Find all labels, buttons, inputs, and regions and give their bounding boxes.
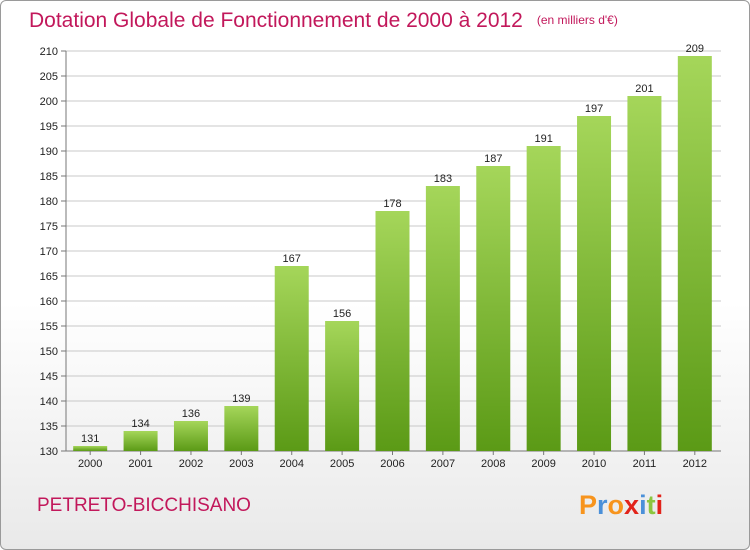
x-tick-label: 2006: [380, 458, 404, 470]
chart-title: Dotation Globale de Fonctionnement de 20…: [29, 9, 618, 33]
y-tick-label: 205: [40, 71, 58, 83]
y-tick-label: 170: [40, 246, 58, 258]
chart-title-text: Dotation Globale de Fonctionnement de 20…: [29, 9, 523, 32]
logo-letter: i: [639, 490, 647, 520]
y-tick-label: 200: [40, 96, 58, 108]
y-tick-label: 150: [40, 346, 58, 358]
bar-value-label: 187: [484, 153, 502, 165]
y-tick-label: 145: [40, 371, 58, 383]
bar: [375, 211, 410, 451]
x-tick-label: 2009: [531, 458, 555, 470]
bars: [73, 56, 712, 451]
proxiti-logo: Proxiti: [579, 490, 663, 521]
bar-value-label: 209: [686, 43, 704, 55]
commune-name: PETRETO-BICCHISANO: [37, 495, 251, 516]
x-tick-label: 2012: [683, 458, 707, 470]
bar-value-label: 136: [182, 408, 200, 420]
bar-value-label: 197: [585, 103, 603, 115]
x-tick-label: 2007: [431, 458, 455, 470]
bar-value-label: 167: [283, 253, 301, 265]
y-tick-label: 135: [40, 421, 58, 433]
bar: [526, 146, 561, 451]
y-tick-label: 195: [40, 121, 58, 133]
y-tick-label: 190: [40, 146, 58, 158]
x-tick-label: 2003: [229, 458, 253, 470]
labels: 2000 131 2001 134 2002 136 2003 139 2004 167 2005 1…: [78, 43, 707, 470]
y-tick-label: 155: [40, 321, 58, 333]
bar-value-label: 183: [434, 173, 452, 185]
logo-letter: x: [624, 490, 640, 520]
bar: [425, 186, 460, 451]
bar: [173, 421, 208, 451]
bar-value-label: 178: [383, 198, 401, 210]
bar-value-label: 131: [81, 433, 99, 445]
x-tick-label: 2011: [633, 458, 657, 470]
logo-letter: o: [607, 490, 625, 520]
x-tick-label: 2002: [179, 458, 203, 470]
bar: [677, 56, 712, 451]
y-tick-label: 185: [40, 171, 58, 183]
x-tick-label: 2001: [128, 458, 152, 470]
bar: [627, 96, 662, 451]
y-tick-label: 180: [40, 196, 58, 208]
logo-letter: P: [579, 490, 598, 520]
bar: [73, 446, 108, 451]
bar-value-label: 139: [232, 393, 250, 405]
x-tick-label: 2008: [481, 458, 505, 470]
bar: [274, 266, 309, 451]
axes: 130 135 140 145 150 155 160 165 170 175 180 185 190 1…: [40, 46, 721, 458]
bar: [577, 116, 612, 451]
y-tick-label: 160: [40, 296, 58, 308]
bar: [224, 406, 259, 451]
y-tick-label: 175: [40, 221, 58, 233]
x-tick-label: 2004: [279, 458, 303, 470]
y-tick-label: 165: [40, 271, 58, 283]
y-tick-label: 210: [40, 46, 58, 58]
bar-value-label: 134: [131, 418, 149, 430]
x-tick-label: 2010: [582, 458, 606, 470]
bar-value-label: 191: [534, 133, 552, 145]
bar: [123, 431, 158, 451]
logo-letter: t: [646, 490, 656, 520]
logo-letter: r: [597, 490, 608, 520]
bar-value-label: 156: [333, 308, 351, 320]
x-tick-label: 2005: [330, 458, 354, 470]
chart-unit: (en milliers d'€): [536, 13, 618, 27]
bar: [476, 166, 511, 451]
bar: [325, 321, 360, 451]
y-tick-label: 130: [40, 446, 58, 458]
y-tick-label: 140: [40, 396, 58, 408]
logo-letter: i: [655, 490, 664, 520]
bar-value-label: 201: [635, 83, 653, 95]
x-tick-label: 2000: [78, 458, 102, 470]
